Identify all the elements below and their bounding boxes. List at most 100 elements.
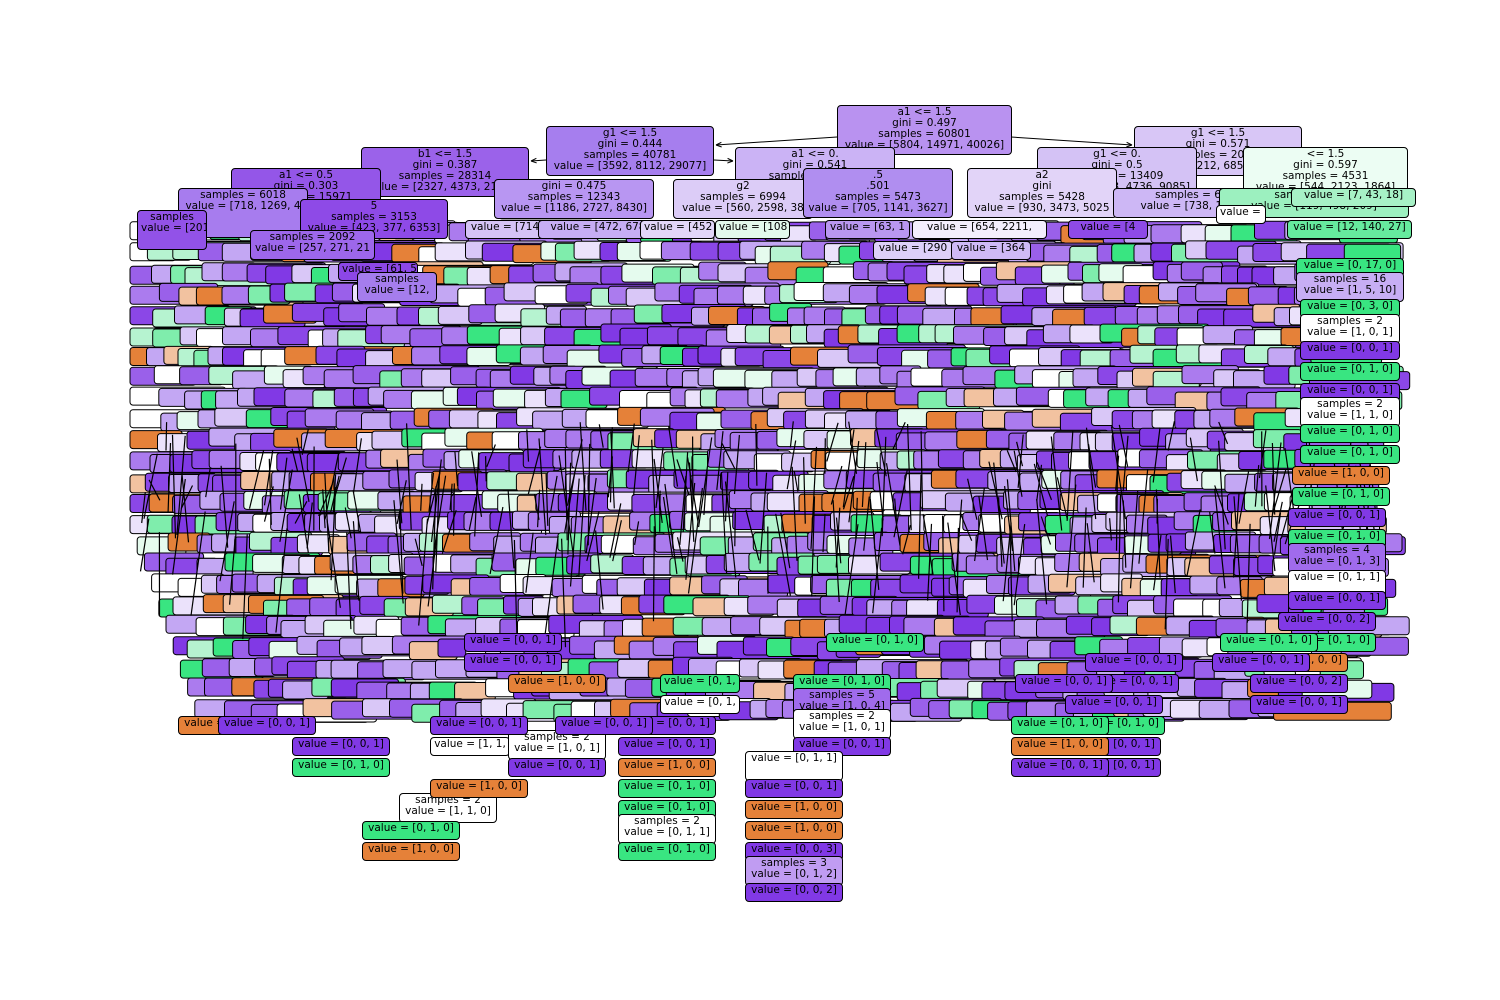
tree-node-line: value = [714	[470, 221, 540, 233]
tree-node-leaf17: value = [0, 0, 1]	[1288, 591, 1386, 610]
tree-node-line: value = [0, 1, 1]	[624, 826, 710, 838]
tree-node-line: value = [1, 0, 0]	[514, 675, 600, 687]
tree-node-RLL: a2 gini samples = 5428 value = [930, 3473, …	[967, 168, 1117, 218]
tree-edge	[918, 474, 922, 579]
tree-node-line: gini = 0.387	[412, 159, 478, 171]
tree-edge	[720, 471, 728, 574]
tree-node-line: gini = 0.475	[541, 180, 607, 192]
tree-node-line: value = [0, 1, 0]	[1307, 363, 1393, 375]
tree-node-line: samples = 5428	[999, 191, 1085, 203]
tree-edge	[220, 465, 229, 548]
tree-edge	[759, 472, 768, 564]
tree-edge	[716, 431, 724, 490]
tree-node-line: .5	[872, 169, 884, 181]
tree-edge	[399, 510, 404, 594]
tree-edge	[682, 452, 689, 532]
tree-edge	[733, 435, 740, 495]
tree-edge	[279, 457, 288, 510]
tree-node-line: value = [0, 17, 0]	[1303, 259, 1397, 271]
tree-edge	[432, 486, 437, 590]
tree-edge	[579, 422, 587, 511]
tree-node-line: value = [1, 0, 1]	[1307, 326, 1393, 338]
tree-dense-branches	[129, 219, 1411, 723]
tree-edge	[1013, 450, 1023, 497]
tree-edge	[167, 442, 172, 512]
tree-node-line: samples = 5473	[835, 191, 921, 203]
tree-edge	[652, 526, 655, 622]
edge-root-right-head	[1126, 141, 1133, 148]
tree-node-line: samples = 2	[809, 710, 875, 722]
tree-edge	[775, 513, 791, 596]
tree-edge	[998, 497, 1003, 567]
tree-node-LRL: gini = 0.475 samples = 12343 value = [1186…	[494, 179, 654, 219]
tree-node-line: value = [0, 1, 0]	[1284, 634, 1370, 646]
tree-edge	[662, 496, 673, 557]
tree-edge	[561, 538, 567, 648]
tree-edge	[1016, 441, 1024, 467]
tree-node-line: value = [0, 1, 0]	[1226, 634, 1312, 646]
tree-node-line: value = [738, 126	[1140, 200, 1236, 212]
tree-edge	[1036, 462, 1053, 501]
tree-edge	[414, 538, 423, 567]
tree-edge	[507, 489, 515, 569]
tree-node-line: value = [0, 1, 0]	[624, 780, 710, 792]
tree-node-g4: value = [0, 1, 0]	[1011, 716, 1109, 735]
tree-edge	[1164, 538, 1169, 630]
tree-edge	[190, 511, 206, 616]
tree-edge	[527, 446, 542, 495]
tree-edge	[268, 458, 272, 525]
tree-node-line: g1 <= 1.5	[1190, 127, 1246, 139]
tree-edge	[947, 522, 961, 616]
tree-node-line: value = [0, 0, 1]	[1087, 675, 1173, 687]
tree-edge	[1122, 500, 1127, 568]
tree-node-M3d: value = [108	[715, 220, 790, 239]
tree-node-line: value = [0, 1, 0]	[1017, 717, 1103, 729]
tree-node-M3e: value = [63, 1	[825, 220, 910, 239]
tree-node-leaf2: samples = 16 value = [1, 5, 10]	[1296, 272, 1404, 302]
tree-node-f1: value = [0, 0, 1]	[292, 737, 390, 756]
tree-edge	[988, 461, 1003, 520]
tree-edge	[892, 422, 906, 450]
tree-node-line: value = [108	[719, 221, 788, 233]
tree-node-c1: value = [0, 1, 0]	[826, 633, 924, 652]
tree-node-line: value = [0, 1, 2]	[751, 868, 837, 880]
tree-edge	[1273, 501, 1283, 542]
tree-node-line: value = [290	[878, 242, 948, 254]
tree-node-M3c: value = [452	[640, 220, 715, 239]
tree-edge	[1254, 465, 1260, 507]
tree-node-g7: value = [0, 0, 1]	[1212, 653, 1310, 672]
tree-edge	[1214, 485, 1229, 525]
tree-node-e3: value = [1, 0, 0]	[362, 842, 460, 861]
tree-node-line: value = [0, 0, 2]	[1284, 613, 1370, 625]
tree-node-line: value = [0, 1, 0]	[624, 843, 710, 855]
tree-edge	[1033, 463, 1049, 517]
tree-node-line: samples = 6	[1155, 189, 1221, 201]
tree-node-line: value = [930, 3473, 5025	[974, 202, 1110, 214]
tree-node-line: value = [257, 271, 21	[254, 242, 371, 254]
tree-edge	[1109, 518, 1112, 541]
tree-edge	[586, 511, 600, 562]
tree-edge	[803, 457, 806, 524]
tree-node-b6: value = [0, 0, 1]	[1065, 695, 1163, 714]
tree-edge	[352, 521, 360, 601]
tree-edge	[435, 470, 441, 572]
tree-edge	[927, 523, 933, 601]
tree-edge	[734, 508, 736, 547]
tree-node-leaf21: value = [0, 0, 2]	[1250, 674, 1348, 693]
tree-node-RRz: value = [7, 43, 18]	[1291, 188, 1416, 207]
tree-edge	[609, 503, 622, 558]
tree-edge	[550, 475, 558, 512]
edge-left-left-head	[530, 157, 537, 164]
tree-edge	[1186, 509, 1201, 578]
tree-edge	[595, 530, 604, 610]
tree-node-line: value = [0, 0, 1]	[298, 738, 384, 750]
tree-node-line: value = [0, 1, 0]	[368, 822, 454, 834]
tree-edge	[1040, 516, 1052, 545]
tree-node-line: samples = 13409	[1070, 170, 1164, 182]
tree-edge	[428, 472, 435, 512]
tree-edge	[406, 423, 412, 530]
tree-edge	[205, 468, 211, 498]
tree-edge	[1009, 527, 1013, 621]
tree-node-leaf10: value = [0, 1, 0]	[1300, 445, 1400, 464]
